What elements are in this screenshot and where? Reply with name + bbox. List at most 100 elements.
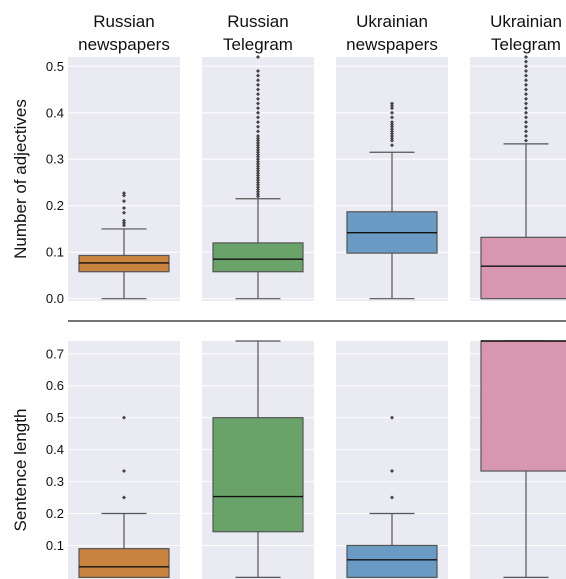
outlier-point [256, 55, 260, 59]
outlier-point [390, 103, 394, 108]
y-tick-label: 0.1 [46, 245, 64, 260]
outlier-point [390, 129, 394, 134]
outlier-point [256, 134, 260, 139]
outlier-point [524, 120, 528, 125]
outlier-point [256, 87, 260, 92]
outlier-point [390, 136, 394, 141]
outlier-point [256, 110, 260, 115]
y-tick-label: 0.1 [46, 538, 64, 553]
outlier-point [256, 115, 260, 120]
outlier-point [524, 92, 528, 97]
outlier-point [524, 64, 528, 69]
outlier-point [256, 157, 260, 162]
column-title-line: Russian [227, 12, 288, 31]
boxplot-group [336, 57, 448, 301]
outlier-point [256, 175, 260, 180]
outlier-point [390, 469, 394, 474]
outlier-point [256, 106, 260, 111]
y-tick-label: 0.3 [46, 152, 64, 167]
outlier-point [256, 92, 260, 97]
y-tick-label: 0.2 [46, 198, 64, 213]
outlier-point [524, 106, 528, 111]
column-title: Ukrainian newspapers [346, 12, 438, 54]
outlier-point [256, 187, 260, 192]
outlier-point [256, 161, 260, 166]
outlier-point [256, 182, 260, 187]
outlier-point [390, 110, 394, 115]
outlier-point [256, 185, 260, 190]
column-title-line: Ukrainian [490, 12, 562, 31]
outlier-point [256, 124, 260, 129]
column-title: Ukrainian Telegram [490, 12, 562, 54]
boxplot-group [68, 57, 180, 301]
outlier-point [122, 415, 126, 420]
outlier-point [524, 138, 528, 143]
outlier-point [256, 82, 260, 87]
outlier-point [122, 206, 126, 211]
outlier-point [122, 193, 126, 198]
y-tick-label: 0.5 [46, 410, 64, 425]
outlier-point [256, 173, 260, 178]
outlier-point [256, 147, 260, 152]
y-tick-label: 0.2 [46, 506, 64, 521]
box [480, 340, 566, 472]
outlier-point [524, 110, 528, 115]
y-axis-label: Sentence length [11, 409, 30, 532]
column-title-line: Russian [93, 12, 154, 31]
outlier-point [256, 101, 260, 106]
boxplot-group [68, 341, 180, 579]
outlier-point [256, 178, 260, 183]
outlier-point [390, 124, 394, 129]
outlier-point [524, 55, 528, 59]
boxplot-group [470, 55, 566, 301]
outlier-point [524, 115, 528, 120]
outlier-point [256, 145, 260, 150]
outlier-point [256, 192, 260, 197]
outlier-point [256, 96, 260, 101]
outlier-point [390, 143, 394, 148]
boxplot-group [336, 341, 448, 579]
outlier-point [122, 218, 126, 223]
outlier-point [256, 129, 260, 134]
outlier-point [524, 101, 528, 106]
outlier-point [524, 134, 528, 139]
outlier-point [256, 166, 260, 171]
y-tick-label: 0.0 [46, 291, 64, 306]
outlier-point [256, 78, 260, 83]
outlier-point [390, 415, 394, 420]
outlier-point [122, 199, 126, 204]
box [346, 544, 438, 579]
outlier-point [524, 87, 528, 92]
box [212, 242, 304, 273]
box [480, 236, 566, 300]
outlier-point [390, 495, 394, 500]
outlier-point [524, 73, 528, 78]
y-tick-label: 0.7 [46, 346, 64, 361]
outlier-point [524, 82, 528, 87]
outlier-point [524, 78, 528, 83]
outlier-point [122, 210, 126, 215]
y-tick-label: 0.3 [46, 474, 64, 489]
outlier-point [256, 140, 260, 145]
column-title-line: newspapers [78, 35, 170, 54]
outlier-point [256, 136, 260, 141]
outlier-point [256, 164, 260, 169]
boxplot-group [470, 340, 566, 579]
outlier-point [256, 171, 260, 176]
outlier-point [390, 138, 394, 143]
y-tick-label: 0.6 [46, 378, 64, 393]
outlier-point [524, 68, 528, 73]
outlier-point [524, 96, 528, 101]
outlier-point [122, 223, 126, 228]
outlier-point [390, 134, 394, 139]
column-title: Russian Telegram [223, 12, 293, 54]
outlier-point [256, 194, 260, 199]
outlier-point [390, 131, 394, 136]
outlier-point [390, 127, 394, 132]
outlier-point [524, 59, 528, 64]
box [78, 548, 170, 579]
outlier-point [256, 138, 260, 143]
y-tick-label: 0.5 [46, 59, 64, 74]
outlier-point [256, 143, 260, 148]
